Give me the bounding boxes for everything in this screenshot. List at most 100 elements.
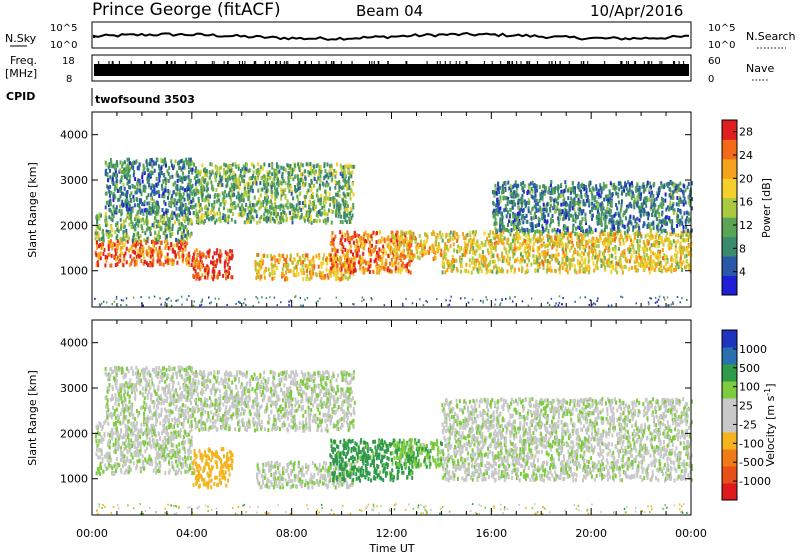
heatmap-cell bbox=[532, 254, 535, 259]
heatmap-cell bbox=[675, 255, 678, 260]
heatmap-cell bbox=[115, 235, 118, 240]
heatmap-cell bbox=[486, 263, 489, 268]
heatmap-cell bbox=[175, 237, 178, 242]
heatmap-cell bbox=[516, 257, 519, 262]
heatmap-cell bbox=[165, 234, 168, 239]
heatmap-cell bbox=[99, 251, 102, 256]
heatmap-cell bbox=[270, 206, 273, 210]
heatmap-cell bbox=[132, 165, 135, 170]
heatmap-cell bbox=[339, 219, 342, 224]
heatmap-cell bbox=[229, 171, 232, 176]
heatmap-cell bbox=[118, 209, 121, 213]
heatmap-cell bbox=[563, 262, 566, 267]
heatmap-cell bbox=[212, 214, 215, 218]
heatmap-cell bbox=[328, 257, 331, 262]
heatmap-cell bbox=[231, 249, 234, 254]
heatmap-cell bbox=[280, 196, 283, 201]
heatmap-cell bbox=[582, 236, 585, 241]
heatmap-cell bbox=[408, 241, 411, 246]
heatmap-cell bbox=[474, 251, 477, 256]
heatmap-cell bbox=[224, 163, 227, 168]
heatmap-cell bbox=[539, 193, 542, 198]
heatmap-cell bbox=[95, 228, 98, 233]
heatmap-cell bbox=[378, 239, 381, 244]
heatmap-cell bbox=[344, 275, 347, 280]
heatmap-cell bbox=[334, 174, 337, 179]
heatmap-cell bbox=[174, 254, 177, 259]
heatmap-cell bbox=[302, 260, 304, 265]
heatmap-cell bbox=[211, 207, 213, 212]
heatmap-cell bbox=[472, 246, 475, 251]
freq-band-spikes bbox=[98, 61, 685, 64]
heatmap-cell bbox=[538, 238, 541, 243]
heatmap-cell bbox=[376, 266, 379, 271]
heatmap-cell bbox=[139, 248, 142, 253]
heatmap-cell bbox=[392, 238, 395, 243]
heatmap-cell bbox=[647, 216, 650, 221]
heatmap-cell bbox=[301, 172, 304, 177]
heatmap-cell bbox=[284, 181, 287, 186]
heatmap-cell bbox=[365, 239, 368, 244]
heatmap-cell bbox=[234, 183, 237, 188]
heatmap-cell bbox=[227, 164, 230, 169]
heatmap-cell bbox=[515, 190, 518, 195]
heatmap-cell bbox=[542, 263, 545, 268]
heatmap-cell bbox=[630, 189, 633, 194]
heatmap-cell bbox=[130, 198, 133, 203]
heatmap-cell bbox=[324, 218, 327, 223]
heatmap-cell bbox=[281, 267, 284, 272]
heatmap-cell bbox=[452, 236, 454, 241]
heatmap-cell bbox=[551, 257, 553, 262]
heatmap-cell bbox=[138, 254, 141, 259]
heatmap-cell bbox=[565, 267, 568, 272]
heatmap-cell bbox=[352, 262, 355, 267]
heatmap-cell bbox=[150, 158, 153, 163]
heatmap-cell bbox=[538, 262, 541, 267]
heatmap-cell bbox=[122, 182, 125, 187]
heatmap-cell bbox=[347, 167, 350, 172]
heatmap-cell bbox=[366, 237, 369, 242]
heatmap-cell bbox=[538, 229, 541, 234]
heatmap-cell bbox=[176, 230, 179, 235]
heatmap-cell bbox=[572, 243, 574, 248]
heatmap-cell bbox=[107, 200, 110, 205]
heatmap-cell bbox=[244, 166, 247, 171]
heatmap-cell bbox=[186, 253, 189, 258]
heatmap-cell bbox=[394, 269, 397, 274]
heatmap-cell bbox=[254, 267, 257, 272]
heatmap-cell bbox=[177, 246, 180, 251]
heatmap-cell bbox=[278, 169, 281, 174]
heatmap-cell bbox=[376, 261, 379, 266]
heatmap-cell bbox=[98, 212, 101, 217]
heatmap-cell bbox=[196, 254, 199, 259]
heatmap-cell bbox=[147, 173, 150, 178]
heatmap-cell bbox=[133, 198, 135, 203]
heatmap-cell bbox=[107, 240, 110, 245]
heatmap-cell bbox=[241, 206, 243, 211]
heatmap-cell bbox=[489, 230, 492, 235]
heatmap-cell bbox=[362, 236, 365, 241]
heatmap-cell bbox=[119, 250, 122, 254]
heatmap-cell bbox=[128, 203, 131, 208]
heatmap-cell bbox=[598, 188, 601, 193]
heatmap-cell bbox=[549, 223, 552, 228]
heatmap-cell bbox=[393, 243, 396, 248]
heatmap-cell bbox=[325, 180, 328, 185]
heatmap-cell bbox=[548, 235, 551, 240]
heatmap-cell bbox=[137, 165, 140, 170]
heatmap-cell bbox=[481, 250, 484, 255]
heatmap-cell bbox=[452, 232, 455, 237]
heatmap-cell bbox=[567, 257, 570, 262]
heatmap-cell bbox=[120, 209, 123, 214]
heatmap-cell bbox=[428, 246, 431, 251]
heatmap-cell bbox=[521, 257, 524, 262]
heatmap-cell bbox=[619, 181, 622, 186]
heatmap-cell bbox=[341, 242, 344, 247]
heatmap-cell bbox=[656, 253, 659, 258]
heatmap-cell bbox=[455, 266, 458, 271]
heatmap-cell bbox=[329, 253, 332, 258]
heatmap-cell bbox=[179, 193, 182, 198]
heatmap-cell bbox=[608, 236, 611, 241]
heatmap-cell bbox=[675, 212, 678, 217]
heatmap-cell bbox=[637, 233, 639, 238]
